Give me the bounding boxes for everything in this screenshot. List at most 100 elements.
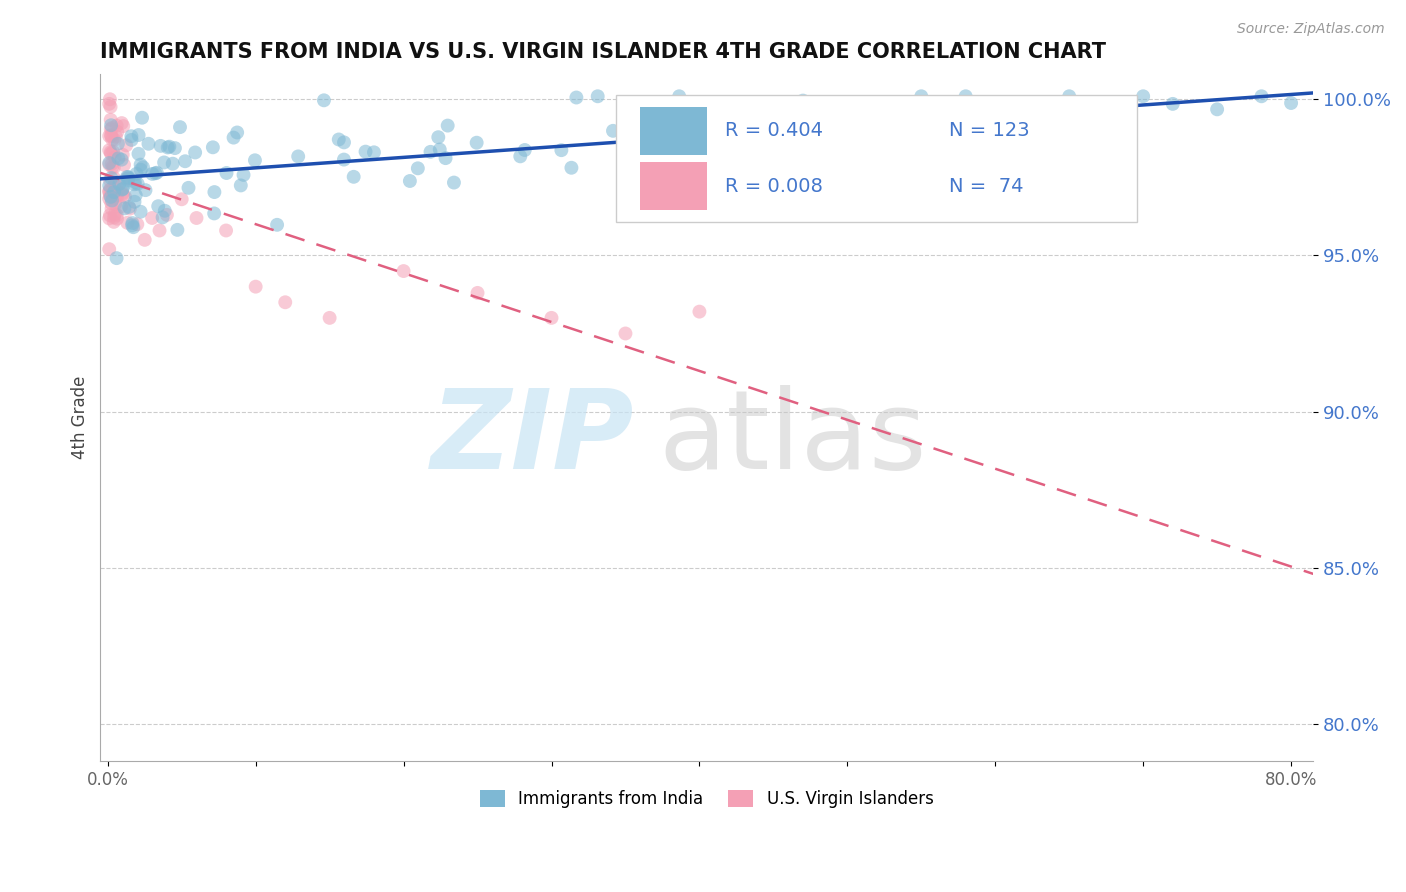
Point <box>111 187 134 202</box>
Point <box>550 143 572 157</box>
Point <box>107 151 129 165</box>
Point <box>124 175 146 189</box>
Point <box>98 208 121 222</box>
Point <box>100 145 122 160</box>
Point <box>638 120 661 134</box>
Point <box>100 157 122 171</box>
Point <box>141 167 163 181</box>
Point <box>1206 103 1229 117</box>
Point <box>910 89 932 103</box>
Text: R = 0.008: R = 0.008 <box>725 177 823 196</box>
Point <box>105 188 128 202</box>
Point <box>174 154 197 169</box>
Point <box>101 145 124 159</box>
Point <box>98 184 121 198</box>
Point <box>105 179 128 194</box>
Point <box>1250 89 1272 103</box>
Point <box>118 202 141 216</box>
Point <box>354 145 377 159</box>
Point <box>623 133 645 147</box>
Point <box>100 112 122 127</box>
Point <box>121 219 143 233</box>
Point <box>141 211 163 225</box>
Point <box>419 145 441 159</box>
Point <box>100 196 122 211</box>
Text: N =  74: N = 74 <box>949 177 1024 196</box>
Point <box>117 173 139 187</box>
Point <box>153 155 176 169</box>
Point <box>184 145 207 160</box>
Point <box>685 139 707 153</box>
Point <box>1132 89 1154 103</box>
Text: IMMIGRANTS FROM INDIA VS U.S. VIRGIN ISLANDER 4TH GRADE CORRELATION CHART: IMMIGRANTS FROM INDIA VS U.S. VIRGIN ISL… <box>100 42 1107 62</box>
Point <box>98 96 121 111</box>
Point <box>121 133 143 147</box>
Point <box>101 160 124 174</box>
Point <box>114 202 136 216</box>
Point <box>117 170 139 185</box>
Point <box>162 157 184 171</box>
Point <box>202 206 225 220</box>
Point <box>266 218 288 232</box>
Point <box>202 185 225 199</box>
Legend: Immigrants from India, U.S. Virgin Islanders: Immigrants from India, U.S. Virgin Islan… <box>474 783 941 814</box>
Point <box>156 208 179 222</box>
Point <box>602 124 624 138</box>
Point <box>100 202 122 216</box>
Point <box>100 190 122 204</box>
Point <box>186 211 208 225</box>
Point <box>103 171 125 186</box>
Point <box>229 178 252 193</box>
Point <box>734 122 756 136</box>
Point <box>318 310 340 325</box>
Point <box>1309 98 1331 112</box>
Point <box>105 211 128 226</box>
Point <box>98 192 121 206</box>
Point <box>105 251 128 265</box>
Point <box>586 89 609 103</box>
Point <box>163 141 186 155</box>
Point <box>170 192 193 206</box>
Point <box>392 264 415 278</box>
Point <box>104 207 127 221</box>
Point <box>107 136 129 151</box>
Point <box>128 146 150 161</box>
Point <box>98 188 121 202</box>
Point <box>363 145 385 160</box>
Point <box>100 122 122 136</box>
Point <box>312 93 335 107</box>
Point <box>614 326 637 341</box>
Point <box>112 119 135 133</box>
Point <box>111 182 134 196</box>
Point <box>143 166 166 180</box>
Point <box>101 133 124 147</box>
Point <box>104 177 127 191</box>
Point <box>132 160 155 174</box>
Point <box>226 126 249 140</box>
Point <box>1014 149 1036 163</box>
Point <box>103 161 125 175</box>
Point <box>98 157 121 171</box>
Text: R = 0.404: R = 0.404 <box>725 121 823 140</box>
Point <box>509 149 531 163</box>
Point <box>131 111 153 125</box>
Point <box>427 130 450 145</box>
Point <box>328 132 350 146</box>
Point <box>103 211 125 225</box>
Point <box>120 129 142 144</box>
Point <box>129 204 152 219</box>
Point <box>138 136 160 151</box>
Point <box>664 127 686 141</box>
Point <box>117 216 139 230</box>
Point <box>112 158 135 172</box>
Point <box>98 242 121 256</box>
Point <box>105 119 128 133</box>
Point <box>124 178 146 192</box>
Point <box>1279 95 1302 110</box>
Point <box>149 139 172 153</box>
Point <box>148 223 170 237</box>
Text: N = 123: N = 123 <box>949 121 1031 140</box>
Point <box>115 169 138 184</box>
Point <box>118 200 141 214</box>
Point <box>645 133 668 147</box>
